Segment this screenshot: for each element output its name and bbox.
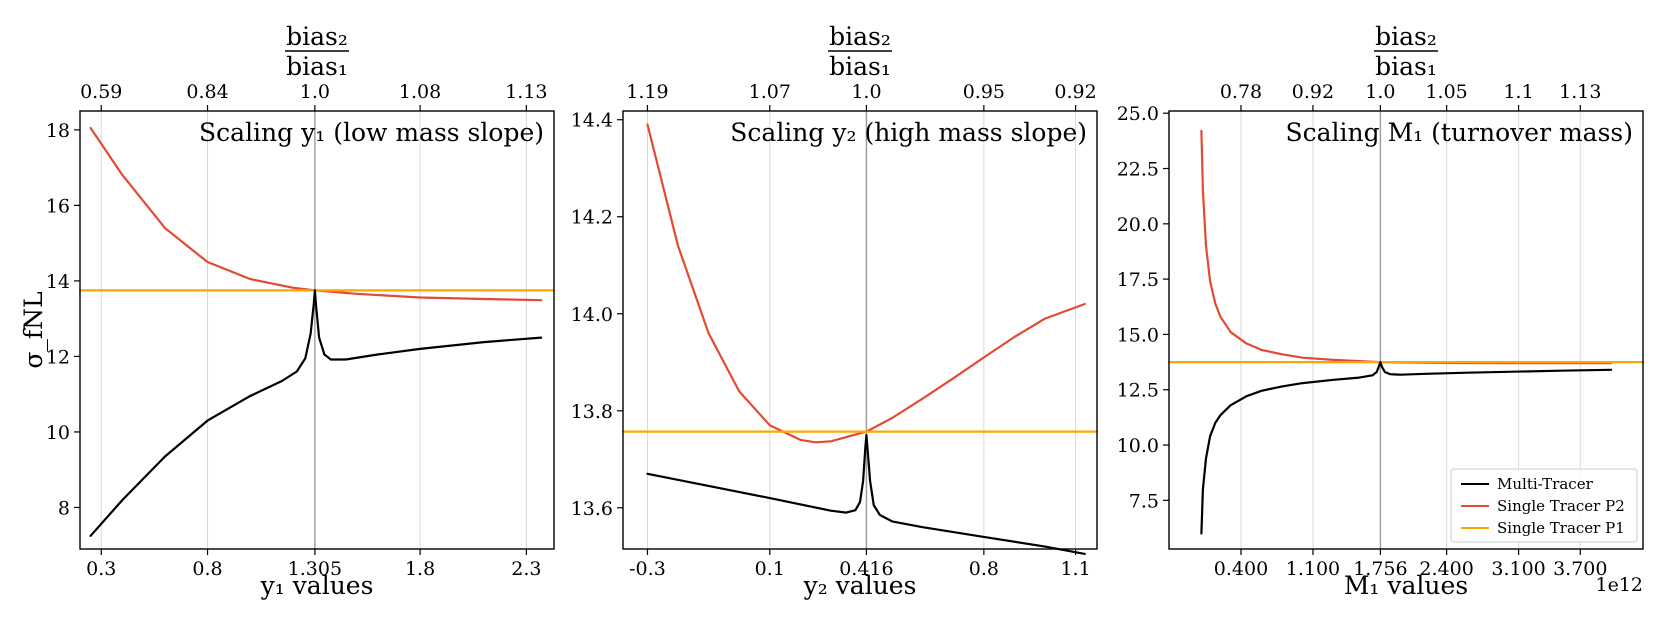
top-tick-label: 1.0	[300, 81, 330, 103]
top-tick-label: 0.78	[1220, 81, 1262, 103]
x-offset-text: 1e12	[1595, 574, 1643, 596]
y-tick-label: 17.5	[1117, 269, 1159, 291]
top-tick-label: 0.92	[1054, 81, 1096, 103]
y-tick-label: 12.5	[1117, 380, 1159, 402]
top-tick-label: 1.05	[1425, 81, 1467, 103]
y-tick-label: 15.0	[1117, 324, 1159, 346]
panel-m1: 0.400 1.100 1.756 2.400 3.100 3.700 0.78 0.92 1.…	[1117, 22, 1645, 600]
y-tick-label: 10.0	[1117, 435, 1159, 457]
y-tick-label: 20.0	[1117, 214, 1159, 236]
top-axis-label-numerator: bias₂	[286, 22, 348, 51]
x-tick-label: 0.8	[969, 558, 999, 580]
top-tick-label: 1.13	[505, 81, 547, 103]
top-tick-label: 1.0	[851, 81, 881, 103]
x-tick-label: 3.100	[1491, 558, 1545, 580]
x-tick-label: 0.416	[839, 558, 893, 580]
panel-title: Scaling M₁ (turnover mass)	[1286, 118, 1634, 147]
plot-frame	[79, 110, 555, 550]
series-line-multi-tracer	[1200, 361, 1613, 535]
plot-frame	[622, 110, 1098, 550]
y-tick-label: 22.5	[1117, 159, 1159, 181]
x-tick-label: 1.756	[1353, 558, 1407, 580]
top-tick-label: 1.0	[1365, 81, 1395, 103]
top-axis-label-denominator: bias₁	[1375, 52, 1437, 81]
y-tick-label: 7.5	[1129, 490, 1159, 512]
legend: Multi-Tracer Single Tracer P2 Single Tra…	[1450, 468, 1638, 543]
x-tick-label: 1.8	[405, 558, 435, 580]
panel-title: Scaling y₁ (low mass slope)	[199, 118, 544, 147]
legend-label: Single Tracer P2	[1497, 497, 1625, 515]
top-tick-label: 1.08	[399, 81, 441, 103]
x-tick-label: 2.400	[1419, 558, 1473, 580]
panel-title: Scaling y₂ (high mass slope)	[730, 118, 1087, 147]
x-tick-label: -0.3	[629, 558, 666, 580]
series-line-single-tracer-p2	[89, 126, 543, 302]
top-tick-label: 0.84	[186, 81, 228, 103]
legend-label: Single Tracer P1	[1497, 519, 1625, 537]
top-tick-label: 1.19	[626, 81, 668, 103]
top-tick-label: 1.07	[749, 81, 791, 103]
y-tick-label: 25.0	[1117, 103, 1159, 125]
x-tick-label: 2.3	[511, 558, 541, 580]
top-tick-label: 0.95	[963, 81, 1005, 103]
x-tick-label: 1.305	[288, 558, 342, 580]
top-axis-label-denominator: bias₁	[829, 52, 891, 81]
panel-y1: 0.3 0.8 1.305 1.8 2.3 0.59 0.84 1.0 1.08 1.13 8 10 1…	[19, 22, 556, 600]
x-tick-label: 0.3	[86, 558, 116, 580]
top-tick-label: 0.92	[1292, 81, 1334, 103]
series-line-multi-tracer	[646, 433, 1086, 556]
series-line-multi-tracer	[89, 289, 543, 537]
y-tick-label: 14.2	[571, 207, 613, 229]
x-tick-label: 0.8	[192, 558, 222, 580]
y-tick-label: 14.4	[571, 110, 613, 132]
x-axis-label: y₁ values	[260, 571, 374, 600]
y-tick-label: 13.6	[571, 498, 613, 520]
panel-y2: -0.3 0.1 0.416 0.8 1.1 1.19 1.07 1.0 0.95 0.92 13.…	[571, 22, 1099, 600]
legend-frame	[1450, 468, 1638, 543]
legend-label: Multi-Tracer	[1497, 475, 1594, 493]
top-tick-label: 1.1	[1503, 81, 1533, 103]
y-tick-label: 14	[46, 271, 70, 293]
x-tick-label: 3.700	[1553, 558, 1607, 580]
x-tick-label: 0.1	[755, 558, 785, 580]
series-line-single-tracer-p2	[1200, 129, 1613, 365]
y-tick-label: 16	[46, 195, 70, 217]
x-tick-label: 0.400	[1214, 558, 1268, 580]
y-tick-label: 18	[46, 120, 70, 142]
series-line-single-tracer-p2	[646, 123, 1086, 444]
top-tick-label: 0.59	[80, 81, 122, 103]
top-axis-label-numerator: bias₂	[1375, 22, 1437, 51]
y-tick-label: 13.8	[571, 401, 613, 423]
plot-frame	[1168, 110, 1644, 550]
top-tick-label: 1.13	[1559, 81, 1601, 103]
x-tick-label: 1.1	[1060, 558, 1090, 580]
x-axis-label: y₂ values	[803, 571, 917, 600]
top-axis-label-denominator: bias₁	[286, 52, 348, 81]
y-tick-label: 12	[46, 346, 70, 368]
top-axis-label-numerator: bias₂	[829, 22, 891, 51]
y-tick-label: 10	[46, 422, 70, 444]
x-axis-label: M₁ values	[1344, 571, 1468, 600]
y-axis-label: σ_fNL	[19, 291, 48, 368]
y-tick-label: 8	[58, 497, 70, 519]
x-tick-label: 1.100	[1286, 558, 1340, 580]
y-tick-label: 14.0	[571, 304, 613, 326]
